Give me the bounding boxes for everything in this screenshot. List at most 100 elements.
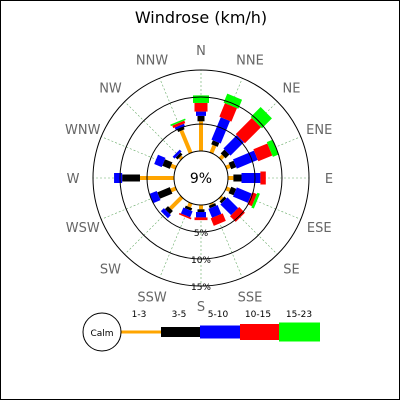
bar-n-10-15 (194, 102, 208, 112)
direction-label-n: N (196, 44, 206, 59)
bar-nne-10-15 (219, 103, 237, 122)
bar-w-3-5 (122, 174, 140, 182)
petal-wnw (154, 154, 177, 170)
ring-label-10: 10% (191, 256, 211, 266)
legend-label-15-23: 15-23 (286, 310, 312, 320)
calm-circle (173, 150, 229, 206)
legend-swatch-5-10 (200, 325, 240, 339)
petal-nw (172, 149, 184, 161)
direction-label-w: W (67, 172, 80, 187)
bar-ene-15-23 (266, 139, 279, 157)
petal-sw (160, 195, 184, 219)
bar-ssw-3-5 (184, 205, 193, 211)
legend-label-1-3: 1-3 (132, 310, 147, 320)
bar-nw-1-3 (178, 155, 184, 161)
direction-label-wsw: WSW (66, 221, 100, 236)
bar-n-3-5 (197, 115, 205, 122)
bar-ssw-10-15 (178, 212, 192, 220)
bar-wnw-3-5 (162, 159, 173, 169)
bar-nnw-15-23 (170, 118, 186, 127)
bar-wnw-5-10 (154, 154, 166, 168)
bar-e-5-10 (241, 173, 261, 183)
bar-nw-3-5 (175, 152, 183, 160)
direction-label-s: S (197, 300, 205, 315)
legend-label-5-10: 5-10 (208, 310, 229, 320)
bar-ne-15-23 (250, 107, 272, 129)
legend-calm-label: Calm (90, 329, 113, 339)
legend-label-10-15: 10-15 (245, 310, 271, 320)
petal-nnw (170, 118, 193, 154)
bar-ene-5-10 (233, 150, 258, 169)
legend-swatch-3-5 (161, 327, 200, 337)
overlay-layer: 9% (92, 69, 310, 287)
bar-sse-5-10 (208, 205, 222, 218)
bar-nne-1-3 (209, 144, 217, 154)
legend-swatch-15-23 (279, 322, 320, 342)
direction-label-ssw: SSW (137, 290, 167, 305)
direction-label-ene: ENE (306, 123, 332, 138)
petal-w (114, 173, 175, 183)
ring-5 (146, 123, 256, 233)
ring-label-5: 5% (194, 229, 209, 239)
ring-15 (92, 69, 310, 287)
bar-se-5-10 (220, 197, 239, 216)
bar-wnw-1-3 (170, 163, 177, 170)
bar-e-10-15 (260, 171, 266, 185)
direction-label-sse: SSE (238, 290, 263, 305)
ring-10 (119, 96, 283, 260)
bar-se-1-3 (218, 195, 224, 201)
petal-ene (225, 139, 279, 170)
bar-s-10-15 (194, 217, 208, 221)
bar-sw-1-3 (169, 195, 184, 210)
center-percent-label: 9% (190, 171, 212, 187)
bars-layer (114, 93, 279, 226)
bar-ne-3-5 (220, 149, 230, 159)
petal-n (193, 95, 209, 151)
bar-se-3-5 (219, 196, 227, 204)
petal-ese (225, 186, 260, 209)
bar-nne-5-10 (211, 117, 231, 144)
bar-ne-10-15 (235, 118, 261, 144)
bar-nw-5-10 (172, 149, 182, 159)
direction-label-nw: NW (99, 81, 122, 96)
direction-label-nnw: NNW (136, 54, 168, 69)
petal-wsw (149, 186, 177, 204)
bar-w-5-10 (114, 173, 123, 183)
bar-sse-1-3 (209, 202, 214, 206)
legend-calm-circle (82, 312, 122, 352)
bar-n-15-23 (193, 95, 209, 103)
direction-label-sw: SW (100, 263, 121, 278)
bar-n-1-3 (199, 121, 203, 151)
legend: 1-3 3-5 5-10 10-15 15-23 Calm (82, 310, 320, 352)
labels-layer: 5% 10% 15% N NNE NE ENE E ESE SE SSE S SSW SW WSW W WNW N… (65, 44, 333, 315)
bar-ese-10-15 (247, 192, 257, 207)
bar-nnw-3-5 (177, 126, 185, 132)
bar-ssw-5-10 (180, 207, 193, 218)
bar-wsw-3-5 (157, 187, 173, 199)
bar-nnw-5-10 (174, 123, 185, 131)
bar-nnw-1-3 (179, 129, 193, 154)
bar-sse-10-15 (210, 213, 226, 226)
bar-s-1-3 (199, 205, 203, 210)
bar-n-5-10 (196, 111, 206, 116)
bar-sse-3-5 (208, 203, 217, 209)
petal-e (227, 171, 266, 185)
ring-label-15: 15% (191, 283, 211, 293)
bar-w-1-3 (139, 176, 175, 180)
bar-ne-5-10 (223, 135, 244, 156)
bar-sw-5-10 (160, 208, 171, 219)
petal-ne (218, 107, 272, 161)
bar-e-1-3 (227, 176, 234, 180)
petal-s (194, 205, 208, 221)
direction-label-ne: NE (283, 81, 301, 96)
bar-ese-5-10 (233, 187, 252, 203)
petal-sse (208, 202, 226, 226)
bar-e-3-5 (233, 174, 242, 182)
bar-nnw-10-15 (172, 120, 186, 129)
bar-ese-3-5 (228, 186, 237, 196)
bar-sw-3-5 (164, 206, 173, 215)
bar-nne-15-23 (223, 93, 243, 109)
bar-ese-15-23 (251, 192, 260, 209)
